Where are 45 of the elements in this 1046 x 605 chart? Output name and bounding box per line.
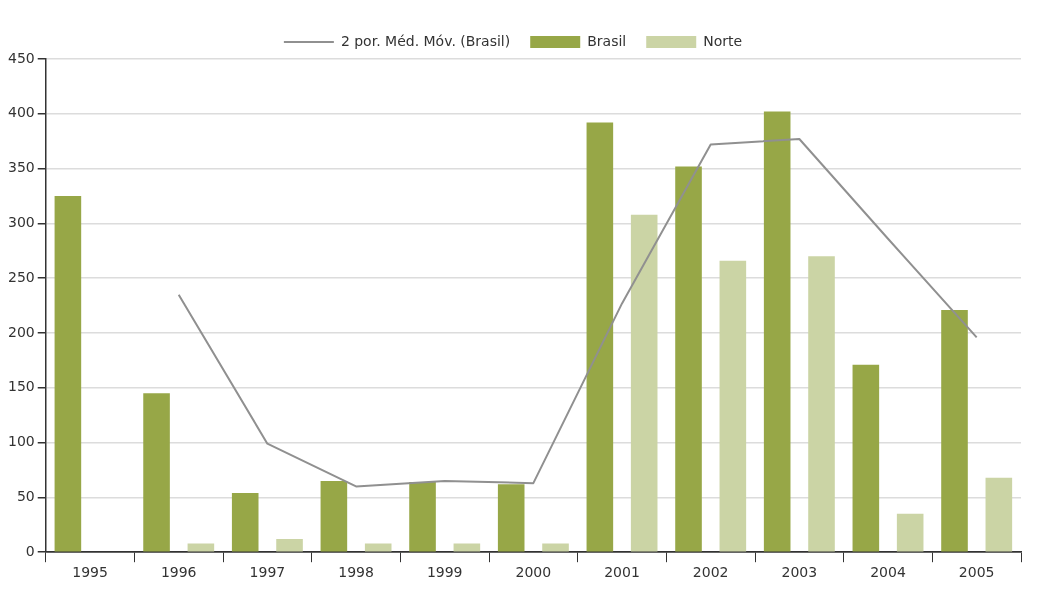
y-tick-label: 250 — [7, 268, 35, 285]
y-tick-label: 450 — [7, 49, 35, 66]
bar — [896, 513, 924, 552]
y-tick-label: 0 — [25, 542, 35, 559]
y-tick-label: 200 — [7, 323, 35, 340]
legend-label: Norte — [703, 32, 743, 49]
bar — [763, 111, 791, 552]
bar — [364, 543, 392, 552]
x-tick-label: 2005 — [958, 564, 995, 581]
bar — [630, 214, 658, 552]
x-tick-label: 2004 — [870, 564, 906, 581]
legend-label: 2 por. Méd. Móv. (Brasil) — [340, 32, 511, 49]
x-tick-label: 2000 — [515, 564, 552, 581]
x-tick-label: 2001 — [604, 564, 640, 581]
bar — [231, 493, 259, 552]
bar — [497, 484, 525, 552]
bar — [586, 122, 614, 552]
bar — [187, 543, 215, 552]
bar — [276, 539, 303, 552]
x-tick-label: 1999 — [426, 564, 463, 581]
y-tick-label: 50 — [16, 488, 35, 505]
bar — [320, 480, 348, 552]
y-tick-label: 300 — [7, 214, 35, 231]
bar — [941, 309, 968, 552]
x-tick-label: 1998 — [338, 564, 374, 581]
bar — [852, 364, 880, 552]
y-tick-label: 400 — [7, 104, 35, 121]
x-tick-label: 1996 — [160, 564, 197, 581]
bar — [409, 482, 436, 552]
bar — [719, 260, 747, 552]
bar — [675, 166, 702, 552]
x-tick-label: 2002 — [692, 564, 729, 581]
bar — [808, 256, 835, 552]
y-tick-label: 350 — [7, 159, 35, 176]
bar — [143, 393, 170, 552]
bar — [453, 543, 481, 552]
y-tick-label: 150 — [7, 378, 35, 395]
x-tick-label: 2003 — [781, 564, 818, 581]
y-tick-label: 100 — [7, 433, 35, 450]
x-tick-label: 1997 — [249, 564, 286, 581]
bar — [985, 477, 1013, 552]
bar — [542, 543, 569, 552]
legend-label: Brasil — [587, 32, 627, 49]
bar — [54, 196, 82, 552]
x-tick-label: 1995 — [72, 564, 108, 581]
